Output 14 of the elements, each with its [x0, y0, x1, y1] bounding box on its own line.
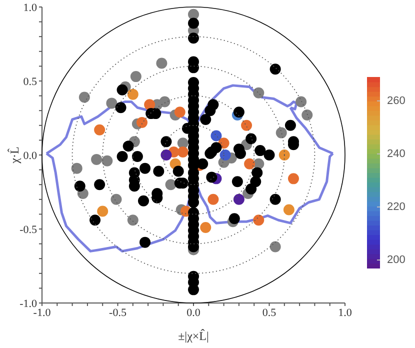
- y-tick-label: 0.5: [23, 76, 38, 88]
- color-bar-label: 260: [387, 94, 406, 107]
- x-tick-label: 0.0: [186, 306, 201, 319]
- x-tick-label: 1.0: [338, 306, 352, 319]
- color-bar-label: 200: [387, 254, 406, 266]
- x-tick-label: -0.5: [109, 306, 127, 319]
- x-tick-label: 0.5: [262, 306, 277, 319]
- y-axis-title: χ·L̂: [6, 146, 22, 164]
- y-tick-label: 0.0: [23, 150, 38, 162]
- y-tick-label: -0.5: [20, 224, 38, 236]
- color-bar-label: 240: [387, 148, 406, 160]
- y-tick-label: 1.0: [23, 2, 38, 14]
- color-bar-label: 220: [387, 200, 406, 213]
- x-axis-title: ±|χ×L̂|: [178, 328, 209, 343]
